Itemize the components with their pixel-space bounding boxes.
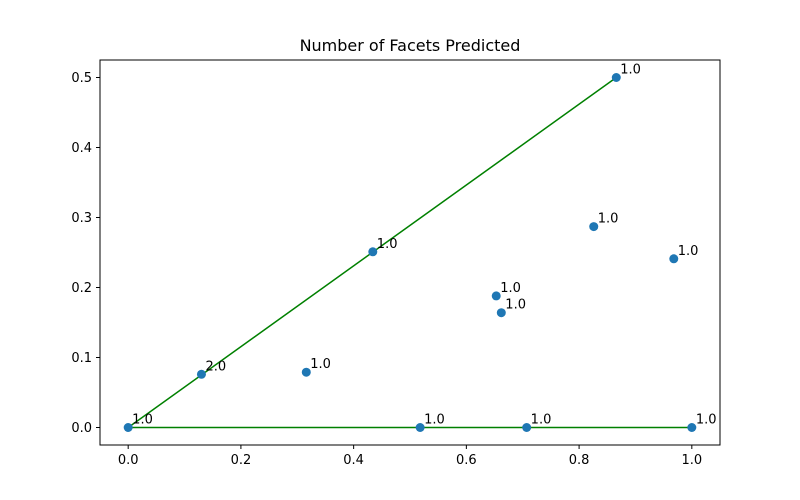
series-lines [127, 76, 692, 429]
point-labels: 1.0 2.0 1.0 1.0 1.0 1.0 1.0 1.0 1.0 1.0 1.0 1.0 [132, 63, 716, 428]
scatter-point [123, 423, 133, 432]
y-tick-label: 0.5 [71, 71, 92, 86]
chart-title: Number of Facets Predicted [300, 36, 521, 55]
scatter-point [687, 423, 697, 432]
x-tick-label: 0.4 [343, 453, 364, 468]
point-value-label: 1.0 [310, 357, 331, 372]
series-points [123, 73, 697, 432]
point-value-label: 1.0 [531, 413, 552, 428]
y-tick-label: 0.1 [71, 351, 92, 366]
scatter-point [368, 247, 378, 257]
scatter-point [589, 222, 599, 232]
y-tick-label: 0.3 [71, 211, 92, 226]
scatter-point [196, 369, 206, 379]
point-value-label: 1.0 [678, 244, 699, 259]
x-tick-label: 1.0 [681, 453, 702, 468]
point-value-label: 1.0 [424, 413, 445, 428]
y-axis: 0.0 0.1 0.2 0.3 0.4 0.5 [71, 71, 100, 436]
scatter-point [491, 291, 501, 301]
y-tick-label: 0.4 [71, 141, 92, 156]
point-value-label: 1.0 [132, 413, 153, 428]
point-value-label: 1.0 [505, 298, 526, 313]
point-value-label: 1.0 [598, 212, 619, 227]
x-tick-label: 0.8 [569, 453, 590, 468]
point-value-label: 2.0 [205, 359, 226, 374]
scatter-point [522, 423, 532, 432]
x-tick-label: 0.2 [231, 453, 252, 468]
scatter-point [611, 73, 621, 82]
point-value-label: 1.0 [377, 237, 398, 252]
y-tick-label: 0.2 [71, 281, 92, 296]
point-value-label: 1.0 [696, 413, 717, 428]
point-value-label: 1.0 [620, 63, 641, 78]
scatter-point [301, 367, 311, 377]
x-tick-label: 0.6 [456, 453, 477, 468]
plot-area-frame [99, 59, 721, 446]
x-axis: 0.0 0.2 0.4 0.6 0.8 1.0 [118, 445, 702, 468]
x-tick-label: 0.0 [118, 453, 139, 468]
scatter-point [415, 423, 425, 432]
scatter-point [669, 254, 679, 264]
point-value-label: 1.0 [500, 281, 521, 296]
y-tick-label: 0.0 [71, 421, 92, 436]
scatter-point [496, 308, 506, 318]
